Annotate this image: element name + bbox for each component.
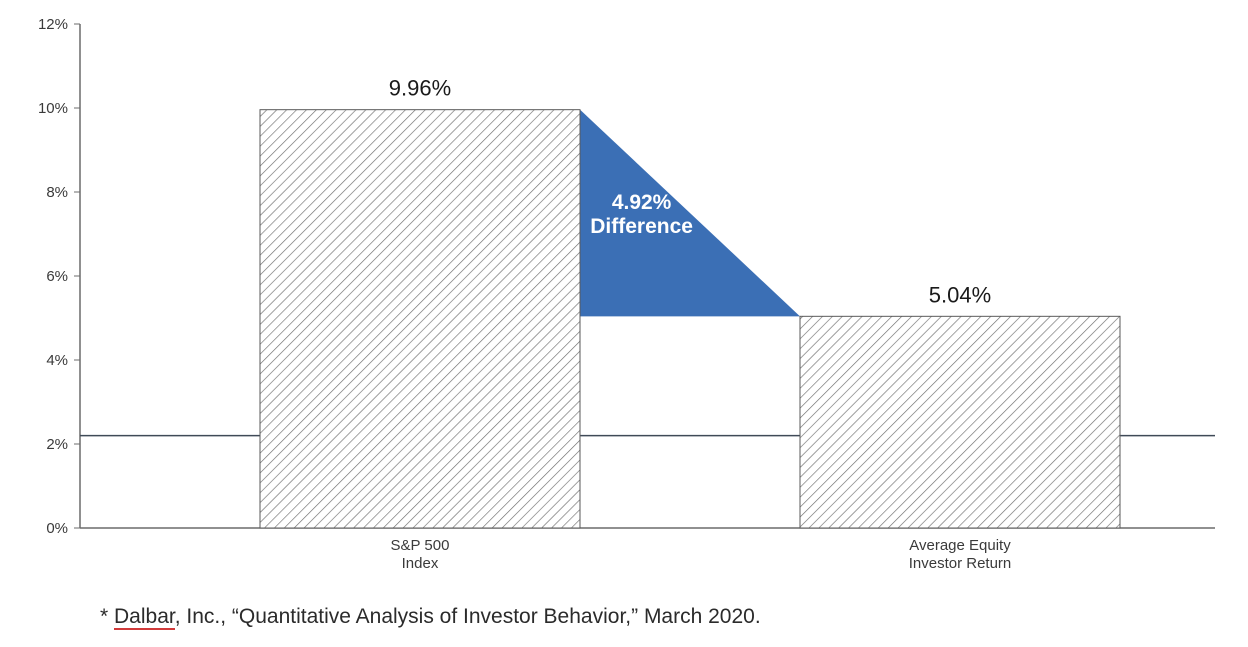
y-tick-label: 0% <box>46 520 68 537</box>
chart-container: 0% 2% 4% 6% 8% 10% 12% 4.92%Difference 9.96% S&P … <box>0 0 1248 647</box>
x-category-label-sp500: S&P 500Index <box>391 537 450 572</box>
bar-avg-investor <box>800 316 1120 528</box>
footnote-source-name: Dalbar <box>114 605 175 630</box>
y-tick-label: 8% <box>46 184 68 201</box>
difference-word: Difference <box>590 215 693 238</box>
footnote-rest: , Inc., “Quantitative Analysis of Invest… <box>175 605 761 628</box>
x-category-label-avg-investor: Average EquityInvestor Return <box>909 537 1012 572</box>
y-tick-label: 10% <box>38 100 68 117</box>
bar-sp500 <box>260 110 580 528</box>
footnote-prefix: * <box>100 605 114 628</box>
footnote: * Dalbar, Inc., “Quantitative Analysis o… <box>100 605 761 629</box>
bar-value-label-sp500: 9.96% <box>389 76 451 101</box>
y-tick-label: 4% <box>46 352 68 369</box>
bar-chart: 0% 2% 4% 6% 8% 10% 12% 4.92%Difference 9.96% S&P … <box>0 0 1248 647</box>
bar-value-label-avg-investor: 5.04% <box>929 282 991 307</box>
y-tick-label: 12% <box>38 16 68 33</box>
y-tick-label: 2% <box>46 436 68 453</box>
difference-value: 4.92% <box>612 191 672 214</box>
y-tick-label: 6% <box>46 268 68 285</box>
